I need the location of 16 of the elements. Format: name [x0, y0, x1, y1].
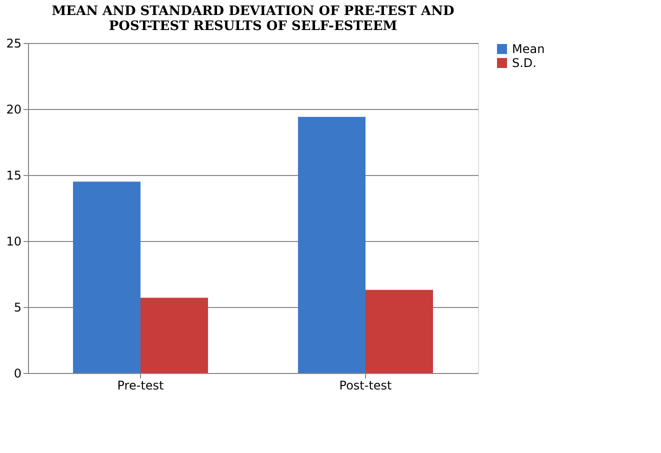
y-tick-label: 20	[6, 102, 22, 116]
bar	[140, 298, 208, 373]
y-tick-label: 0	[14, 366, 22, 380]
bar	[73, 182, 140, 373]
legend-label: Mean	[512, 42, 545, 56]
x-tick-label: Pre-test	[117, 378, 164, 392]
x-tick-label: Post-test	[339, 378, 392, 392]
y-tick-label: 10	[6, 234, 22, 248]
bar	[298, 116, 366, 373]
y-tick-label: 25	[6, 36, 22, 50]
y-tick-label: 5	[14, 300, 22, 314]
text: POST-TEST RESULTS OF SELF-ESTEEM	[108, 19, 398, 34]
y-tick-label: 15	[6, 168, 22, 182]
bar	[366, 290, 433, 373]
legend-label: S.D.	[512, 56, 536, 70]
text: MEAN AND STANDARD DEVIATION OF PRE-TEST AND	[52, 4, 454, 19]
